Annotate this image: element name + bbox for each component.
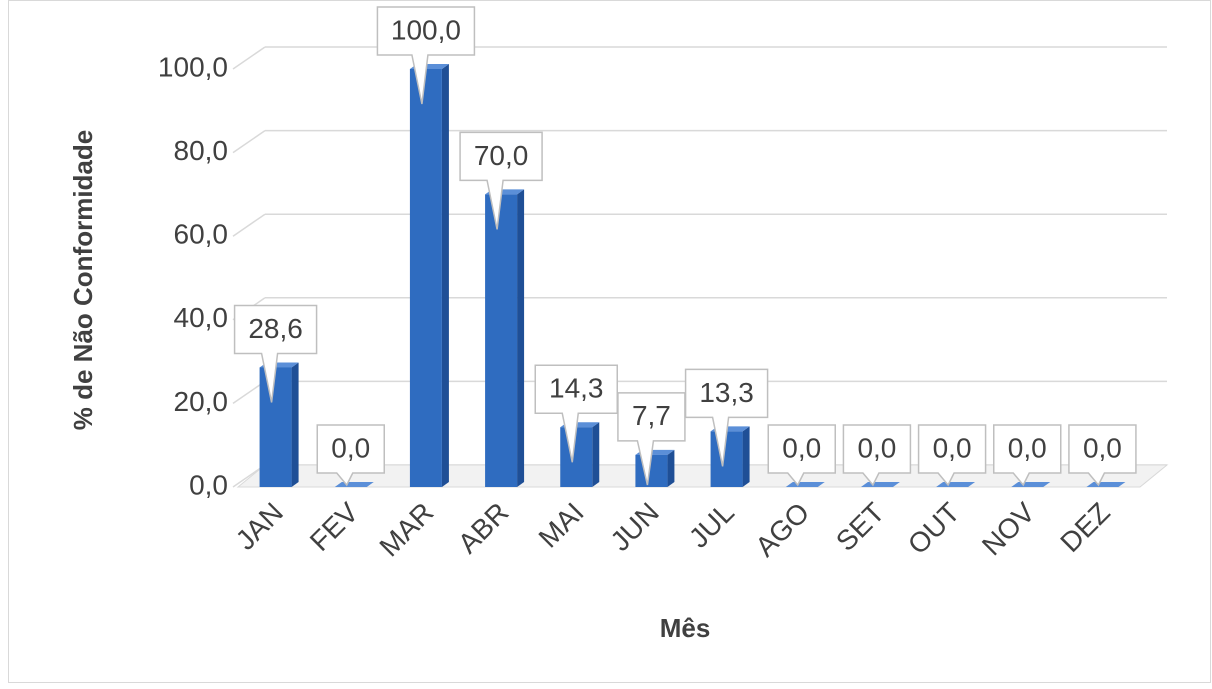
x-axis-title: Mês (660, 613, 711, 643)
bar-side (442, 64, 449, 487)
value-label: 0,0 (782, 432, 821, 463)
value-label: 0,0 (933, 432, 972, 463)
value-label: 100,0 (391, 14, 461, 45)
value-label: 0,0 (1083, 432, 1122, 463)
value-label: 14,3 (549, 373, 604, 404)
y-tick-label: 40,0 (174, 302, 229, 333)
y-tick-label: 60,0 (174, 219, 229, 250)
y-tick-label: 100,0 (158, 51, 228, 82)
bar (410, 69, 442, 487)
value-label: 13,3 (699, 377, 754, 408)
y-tick-label: 80,0 (174, 135, 229, 166)
bar-side (292, 362, 299, 487)
value-label: 70,0 (474, 140, 529, 171)
value-label: 28,6 (248, 313, 303, 344)
bar (560, 427, 592, 487)
value-label: 0,0 (331, 432, 370, 463)
chart-frame (9, 1, 1211, 683)
value-label: 7,7 (632, 400, 671, 431)
y-axis-title: % de Não Conformidade (68, 130, 98, 430)
bar-side (743, 426, 750, 487)
bar (260, 367, 292, 487)
bar-side (592, 422, 599, 487)
bar (485, 194, 517, 487)
value-label: 0,0 (857, 432, 896, 463)
value-label: 0,0 (1008, 432, 1047, 463)
bar-side (517, 189, 524, 487)
y-tick-label: 0,0 (189, 469, 228, 500)
bar-side (667, 450, 674, 487)
y-tick-label: 20,0 (174, 386, 229, 417)
